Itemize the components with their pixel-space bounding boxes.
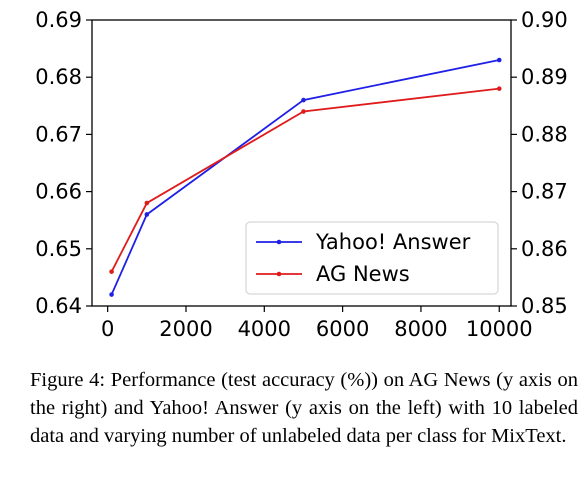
right-y-tick-label: 0.90: [521, 8, 568, 32]
data-point-yahoo-answer: [301, 97, 306, 103]
left-y-axis-ticks: 0.64 0.65 0.66 0.67 0.68 0.69: [35, 8, 92, 318]
x-tick-label: 10000: [466, 317, 533, 341]
right-y-tick-label: 0.89: [521, 65, 568, 89]
legend-box: [245, 221, 499, 295]
data-point-yahoo-answer: [144, 212, 150, 217]
legend-marker-ag-news: [276, 271, 282, 277]
legend-label-ag-news: AG News: [316, 262, 410, 286]
series-line-ag-news: [110, 87, 500, 273]
x-tick-label: 8000: [394, 317, 447, 341]
x-tick-label: 0: [101, 317, 114, 341]
legend-label-yahoo-answer: Yahoo! Answer: [315, 230, 471, 254]
plot-border: [91, 19, 512, 307]
x-tick-label: 4000: [238, 317, 291, 341]
data-point-yahoo-answer: [496, 57, 502, 63]
x-tick-label: 6000: [316, 317, 369, 341]
x-axis-ticks: 0 2000 4000 6000 8000 10000: [101, 306, 533, 341]
left-y-tick-label: 0.67: [35, 122, 82, 146]
data-point-ag-news: [109, 269, 114, 274]
data-point-ag-news: [496, 86, 502, 91]
legend-marker-yahoo-answer: [276, 239, 282, 245]
right-y-tick-label: 0.88: [521, 122, 568, 146]
right-y-tick-label: 0.87: [521, 180, 568, 204]
left-y-tick-label: 0.66: [35, 180, 82, 204]
left-y-tick-label: 0.69: [35, 8, 82, 32]
data-point-ag-news: [301, 109, 306, 114]
data-point-ag-news: [144, 200, 150, 206]
left-y-tick-label: 0.65: [35, 237, 82, 261]
plot-frame: [91, 19, 512, 307]
data-point-yahoo-answer: [109, 292, 114, 297]
left-y-tick-label: 0.68: [35, 65, 82, 89]
dual-axis-line-chart: 0 2000 4000 6000 8000 10000 0.640.650.660.670…: [35, 8, 568, 341]
figure-caption: Figure 4: Performance (test accuracy (%)…: [30, 369, 578, 447]
right-y-tick-label: 0.85: [521, 294, 568, 318]
series-layer: [109, 57, 502, 297]
x-tick-label: 2000: [159, 317, 212, 341]
left-y-tick-label: 0.64: [35, 294, 82, 318]
right-y-tick-label: 0.86: [521, 237, 568, 261]
right-y-axis-ticks: 0.85 0.86 0.87 0.88 0.89 0.90: [511, 8, 568, 318]
legend: Yahoo! Answer AG News: [245, 221, 499, 295]
